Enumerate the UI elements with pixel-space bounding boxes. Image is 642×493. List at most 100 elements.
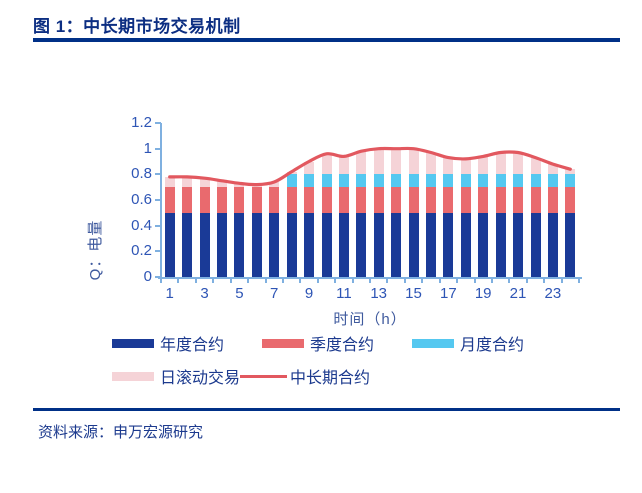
legend-swatch-daily-rolling: [112, 371, 154, 381]
bar-segment-monthly: [338, 174, 349, 188]
bar-segment-annual: [269, 212, 280, 277]
bar-segment-quarterly: [234, 187, 245, 213]
legend-row: 年度合约 季度合约 月度合约: [0, 331, 642, 355]
title-divider: [33, 38, 620, 42]
bar-segment-annual: [495, 212, 506, 277]
bar-segment-quarterly: [251, 187, 262, 213]
bottom-divider: [33, 408, 620, 411]
x-tick: [456, 279, 459, 283]
x-tick-label: 11: [336, 285, 352, 302]
legend: 年度合约 季度合约 月度合约 日滚动交易 中长期合约: [0, 331, 642, 388]
bar-segment-quarterly: [286, 187, 297, 213]
bar-segment-quarterly: [321, 187, 332, 213]
legend-item-quarterly: 季度合约: [262, 331, 374, 355]
x-tick: [281, 279, 284, 283]
y-tick-label: 1: [143, 139, 152, 157]
bar-segment-daily-rolling: [530, 157, 541, 175]
bar-segment-daily-rolling: [565, 169, 576, 175]
x-tick: [212, 279, 215, 283]
bar-segment-monthly: [547, 174, 558, 188]
bar-segment-quarterly: [373, 187, 384, 213]
chart: Q：电量 0 0.2 0.4 0.6 0.8 1 1.2 1 3 5 7 9 11 13 15 17 19 21…: [0, 50, 642, 328]
bar-segment-annual: [286, 212, 297, 277]
y-tick-label: 0.2: [131, 242, 152, 260]
bar-segment-annual: [356, 212, 367, 277]
bar-segment-annual: [443, 212, 454, 277]
bar-segment-quarterly: [408, 187, 419, 213]
bar-segment-quarterly: [547, 187, 558, 213]
x-tick-label: 15: [405, 285, 422, 302]
legend-item-annual: 年度合约: [112, 331, 224, 355]
legend-swatch-monthly: [412, 338, 455, 348]
bar-segment-monthly: [565, 174, 576, 188]
bar-segment-annual: [199, 212, 210, 277]
bar-segment-quarterly: [460, 187, 471, 213]
x-tick: [508, 279, 511, 283]
y-tick: [155, 224, 161, 227]
legend-swatch-annual: [112, 338, 154, 348]
x-tick: [578, 279, 580, 283]
x-tick: [369, 279, 371, 283]
y-tick: [155, 173, 161, 176]
bar-segment-annual: [530, 212, 541, 277]
x-tick: [194, 279, 197, 283]
bar-segment-quarterly: [443, 187, 454, 213]
x-tick: [403, 279, 406, 283]
x-tick: [160, 279, 162, 283]
bar-segment-quarterly: [182, 187, 193, 213]
x-tick: [560, 279, 563, 283]
bar-segment-annual: [321, 212, 332, 277]
x-axis-label: 时间（h）: [333, 311, 407, 328]
bar-segment-daily-rolling: [495, 152, 506, 175]
bar-segment-monthly: [460, 174, 471, 188]
bar-segment-daily-rolling: [164, 176, 175, 188]
y-tick-label: 0.4: [131, 216, 152, 234]
bar-segment-annual: [426, 212, 436, 277]
legend-item-medium-long-term: 中长期合约: [240, 364, 370, 388]
bar-segment-quarterly: [478, 187, 489, 213]
bar-segment-quarterly: [164, 187, 175, 213]
x-tick: [351, 279, 354, 283]
y-tick: [155, 147, 161, 150]
bar-segment-annual: [565, 212, 576, 277]
bar-segment-daily-rolling: [391, 148, 402, 175]
legend-item-daily-rolling: 日滚动交易: [112, 364, 240, 388]
y-tick-label: 0.8: [131, 165, 152, 183]
x-tick-label: 17: [440, 285, 457, 302]
bar-segment-daily-rolling: [513, 152, 523, 175]
bar-segment-annual: [391, 212, 402, 277]
bar-segment-quarterly: [565, 187, 576, 213]
bar-segment-daily-rolling: [338, 156, 349, 175]
x-tick: [438, 279, 441, 283]
bar-segment-annual: [408, 212, 419, 277]
bar-segment-quarterly: [513, 187, 523, 213]
y-tick: [155, 122, 161, 124]
x-tick: [334, 279, 337, 283]
bar-segment-monthly: [426, 174, 436, 188]
bar-segment-annual: [373, 212, 384, 277]
legend-row: 日滚动交易 中长期合约: [0, 364, 642, 388]
x-tick-label: 23: [544, 285, 562, 302]
x-tick: [299, 279, 302, 283]
x-axis-line: [158, 277, 582, 279]
bar-segment-daily-rolling: [199, 178, 210, 188]
bar-segment-daily-rolling: [443, 157, 454, 175]
bar-segment-annual: [513, 212, 523, 277]
bar-segment-daily-rolling: [234, 183, 245, 188]
y-tick-label: 1.2: [131, 114, 152, 131]
bar-segment-annual: [478, 212, 489, 277]
x-tick-label: 21: [509, 285, 527, 302]
y-axis-line: [160, 123, 162, 279]
bar-segment-quarterly: [338, 187, 349, 213]
bar-segment-annual: [547, 212, 558, 277]
legend-swatch-quarterly: [262, 338, 305, 348]
bar-segment-daily-rolling: [547, 164, 558, 175]
bar-segment-quarterly: [304, 187, 314, 213]
bar-segment-quarterly: [426, 187, 436, 213]
x-tick-label: 7: [270, 285, 279, 302]
bar-segment-annual: [182, 212, 193, 277]
x-tick-label: 5: [235, 285, 244, 302]
bar-segment-annual: [251, 212, 262, 277]
x-tick: [229, 279, 232, 283]
